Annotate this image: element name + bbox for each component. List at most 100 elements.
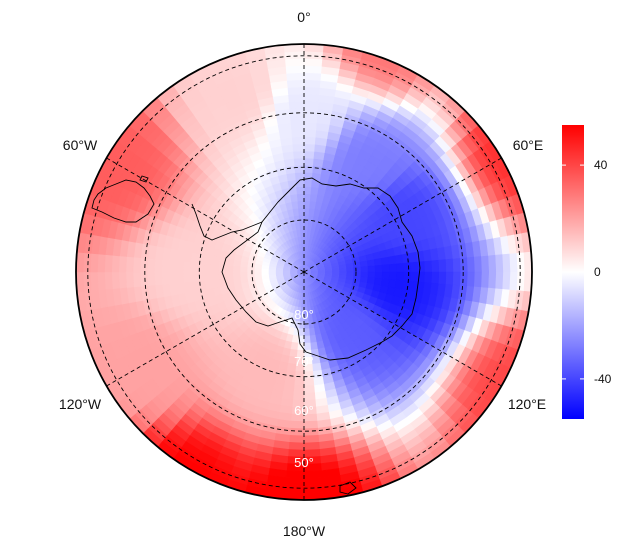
field-cell: [232, 271, 241, 279]
field-cell: [189, 261, 198, 273]
field-cell: [466, 271, 476, 288]
field-cell: [232, 265, 241, 273]
field-cell: [303, 100, 320, 110]
lon-label-120e: 120°E: [508, 396, 546, 412]
colorbar-tick-label: 0: [594, 265, 601, 279]
field-cell: [509, 253, 519, 273]
field-cell: [332, 268, 340, 273]
field-cell: [125, 271, 135, 288]
field-cell: [76, 271, 85, 293]
field-cell: [438, 271, 447, 285]
field-cell: [292, 392, 305, 401]
field-cell: [373, 258, 383, 267]
lon-label-60e: 60°E: [513, 137, 544, 153]
field-cell: [294, 371, 305, 380]
field-cell: [303, 335, 311, 344]
field-cell: [293, 385, 305, 394]
field-cell: [431, 259, 440, 273]
colorbar-gradient: [562, 125, 584, 419]
field-cell: [182, 271, 191, 283]
field-cell: [285, 57, 305, 67]
anomaly-field: [76, 44, 532, 500]
field-cell: [303, 321, 310, 330]
field-cell: [424, 271, 433, 284]
field-cell: [291, 200, 299, 210]
field-cell: [303, 207, 310, 216]
field-cell: [289, 107, 305, 117]
field-cell: [502, 271, 511, 291]
field-cell: [523, 251, 532, 273]
field-cell: [175, 260, 184, 273]
meridian-300: [106, 157, 305, 273]
field-cell: [303, 114, 319, 124]
field-cell: [293, 150, 305, 159]
field-cell: [196, 262, 205, 273]
field-cell: [97, 253, 106, 273]
field-cell: [288, 434, 305, 444]
field-cell: [381, 271, 390, 280]
field-cell: [481, 255, 490, 273]
field-cell: [509, 271, 519, 291]
field-cell: [367, 265, 376, 273]
field-cell: [292, 207, 300, 217]
colorbar-ticks: 40 0 -40: [562, 158, 612, 386]
latitude-ring-70: [198, 166, 410, 378]
field-cell: [473, 271, 483, 288]
field-cell: [303, 129, 317, 138]
field-cell: [139, 257, 149, 273]
field-cell: [488, 271, 497, 290]
field-cell: [303, 93, 320, 103]
field-cell: [303, 179, 313, 188]
field-cell: [139, 271, 149, 287]
field-cell: [303, 186, 312, 195]
field-cell: [303, 378, 315, 387]
field-cell: [303, 434, 320, 444]
field-cell: [82, 252, 92, 273]
field-cell: [309, 334, 317, 344]
field-cell: [203, 262, 213, 273]
field-cell: [290, 193, 299, 203]
lon-label-180: 180°W: [283, 523, 326, 539]
field-cell: [303, 157, 315, 166]
field-cell: [182, 261, 191, 273]
field-cell: [403, 271, 412, 282]
field-cell: [118, 255, 127, 273]
field-cell: [285, 477, 305, 487]
field-cell: [303, 441, 320, 451]
meridian-60: [303, 157, 502, 273]
field-cell: [239, 276, 249, 284]
field-cell: [168, 271, 177, 285]
field-cell: [288, 186, 298, 196]
field-cell: [285, 470, 305, 479]
field-cell: [118, 271, 127, 289]
field-cell: [481, 271, 490, 289]
field-cell: [146, 257, 156, 273]
field-cell: [154, 271, 163, 286]
field-cell: [300, 236, 305, 244]
field-cell: [275, 271, 284, 275]
field-cell: [303, 491, 325, 500]
field-cell: [288, 100, 305, 110]
field-cell: [303, 328, 310, 337]
field-cell: [299, 221, 305, 230]
field-cell: [290, 122, 305, 131]
field-cell: [293, 157, 305, 166]
field-cell: [225, 271, 234, 280]
field-cell: [308, 327, 316, 337]
field-cell: [360, 266, 369, 273]
field-cell: [303, 65, 323, 74]
field-cell: [260, 271, 269, 277]
field-cell: [417, 261, 426, 273]
field-cell: [303, 470, 323, 479]
field-cell: [111, 271, 120, 290]
field-cell: [288, 441, 305, 451]
field-cell: [374, 271, 383, 280]
field-cell: [303, 122, 318, 131]
field-cell: [154, 258, 163, 273]
meridian-120: [303, 271, 502, 387]
field-cell: [459, 271, 469, 287]
field-cell: [239, 266, 248, 273]
field-cell: [303, 107, 319, 117]
latitude-ring-80: [251, 219, 357, 325]
